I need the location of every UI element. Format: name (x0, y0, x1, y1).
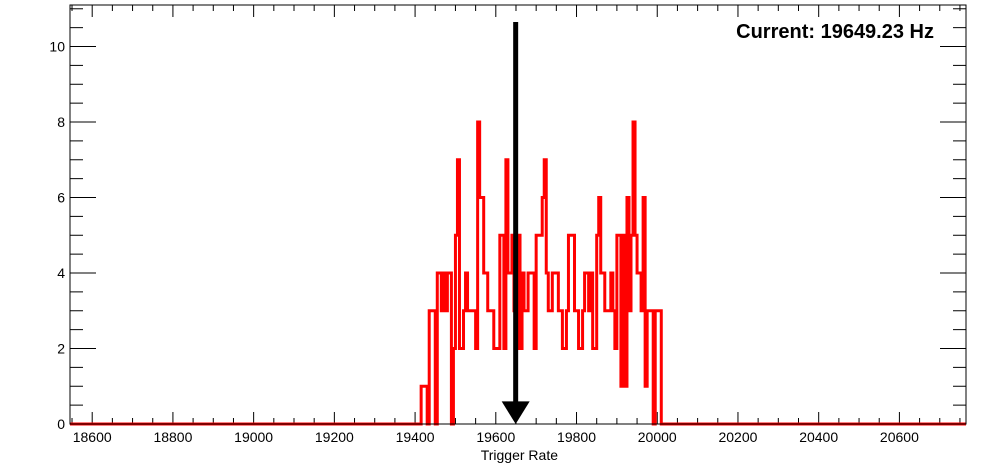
current-rate-label: Current: 19649.23 Hz (736, 21, 934, 43)
x-tick-labels: 18600 18800 19000 19200 19400 19600 19800 20000… (73, 429, 919, 445)
axis-ticks (70, 5, 966, 425)
y-tick-label: 2 (57, 341, 65, 357)
y-tick-label: 8 (57, 114, 65, 130)
x-tick-label: 19200 (315, 429, 354, 445)
y-tick-labels: 0 2 4 6 8 10 (49, 39, 65, 432)
x-tick-label: 18800 (153, 429, 192, 445)
y-tick-label: 10 (49, 39, 65, 55)
plot-frame (69, 4, 967, 425)
x-tick-label: 20400 (799, 429, 838, 445)
x-tick-label: 20000 (638, 429, 677, 445)
x-tick-label: 18600 (73, 429, 112, 445)
y-tick-label: 0 (57, 416, 65, 432)
x-tick-label: 19600 (476, 429, 515, 445)
x-tick-label: 19800 (557, 429, 596, 445)
x-axis-title: Trigger Rate (481, 447, 559, 463)
x-tick-label: 19000 (234, 429, 273, 445)
x-tick-label: 20600 (880, 429, 919, 445)
y-tick-label: 6 (57, 190, 65, 206)
x-tick-label: 19400 (396, 429, 435, 445)
histogram-series-line (70, 120, 966, 426)
y-tick-label: 4 (57, 265, 65, 281)
current-value-arrow (501, 21, 530, 424)
x-tick-label: 20200 (718, 429, 757, 445)
arrow-head (501, 401, 530, 424)
